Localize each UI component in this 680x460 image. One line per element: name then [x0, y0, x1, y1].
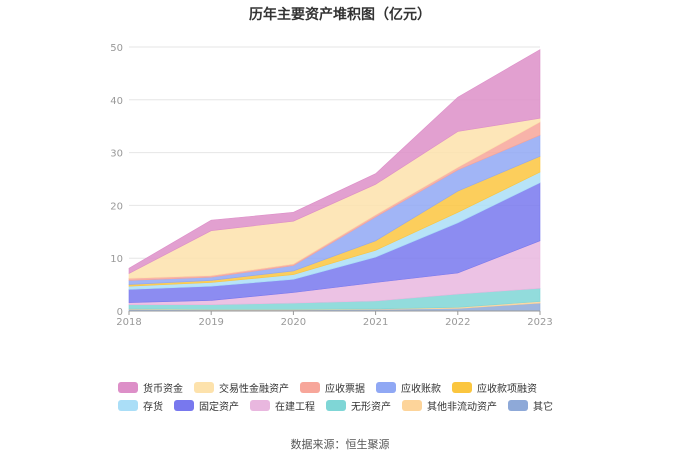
legend-swatch [376, 381, 396, 393]
legend-label: 其他非流动资产 [427, 401, 497, 413]
x-tick-label: 2020 [281, 317, 306, 328]
legend-swatch [326, 399, 346, 411]
x-tick-label: 2022 [445, 317, 470, 328]
legend-label: 货币资金 [143, 383, 183, 395]
y-tick-label: 50 [110, 43, 123, 54]
legend-label: 应收票据 [325, 383, 365, 395]
legend: 货币资金 交易性金融资产 应收票据 应收账款 应收款项融资存货 固定资产 在建工程 无形资产 其… [118, 378, 578, 414]
y-tick-label: 20 [110, 201, 123, 212]
y-tick-label: 40 [110, 96, 123, 107]
legend-swatch [250, 399, 270, 411]
legend-label: 应收账款 [401, 383, 441, 395]
legend-swatch [118, 399, 138, 411]
legend-item[interactable]: 货币资金 [118, 378, 183, 396]
legend-label: 存货 [143, 401, 163, 413]
chart-title: 历年主要资产堆积图（亿元） [249, 7, 431, 23]
legend-item[interactable]: 应收票据 [300, 378, 365, 396]
x-tick-label: 2021 [363, 317, 388, 328]
legend-swatch [402, 399, 422, 411]
x-axis: 2018 2019 2020 2021 2022 2023 [116, 310, 553, 328]
y-tick-label: 10 [110, 254, 123, 265]
legend-items: 货币资金 交易性金融资产 应收票据 应收账款 应收款项融资存货 固定资产 在建工程 无形资产 其… [118, 378, 578, 414]
x-tick-label: 2018 [116, 317, 141, 328]
legend-label: 应收款项融资 [477, 383, 537, 395]
legend-item[interactable]: 应收账款 [376, 378, 441, 396]
legend-label: 固定资产 [199, 401, 239, 413]
legend-swatch [452, 381, 472, 393]
x-tick-label: 2023 [527, 317, 552, 328]
legend-item[interactable]: 固定资产 [174, 396, 239, 414]
legend-item[interactable]: 应收款项融资 [452, 378, 537, 396]
x-tick-label: 2019 [198, 317, 223, 328]
y-tick-label: 30 [110, 149, 123, 160]
legend-item[interactable]: 无形资产 [326, 396, 391, 414]
legend-label: 其它 [533, 401, 553, 413]
legend-label: 在建工程 [275, 401, 315, 413]
y-tick-label: 0 [117, 307, 123, 318]
area-series-货币资金 [128, 49, 541, 274]
legend-item[interactable]: 在建工程 [250, 396, 315, 414]
legend-swatch [300, 381, 320, 393]
y-axis-tick-labels: 0 10 20 30 40 50 [110, 43, 123, 318]
legend-swatch [118, 381, 138, 393]
legend-swatch [508, 399, 528, 411]
legend-label: 交易性金融资产 [219, 383, 289, 395]
legend-swatch [174, 399, 194, 411]
legend-item[interactable]: 交易性金融资产 [194, 378, 289, 396]
data-source-note: 数据来源：恒生聚源 [290, 438, 390, 451]
legend-label: 无形资产 [351, 401, 391, 413]
legend-item[interactable]: 存货 [118, 396, 163, 414]
legend-item[interactable]: 其他非流动资产 [402, 396, 497, 414]
legend-item[interactable]: 其它 [508, 396, 553, 414]
legend-swatch [194, 381, 214, 393]
area-layers [128, 49, 541, 312]
